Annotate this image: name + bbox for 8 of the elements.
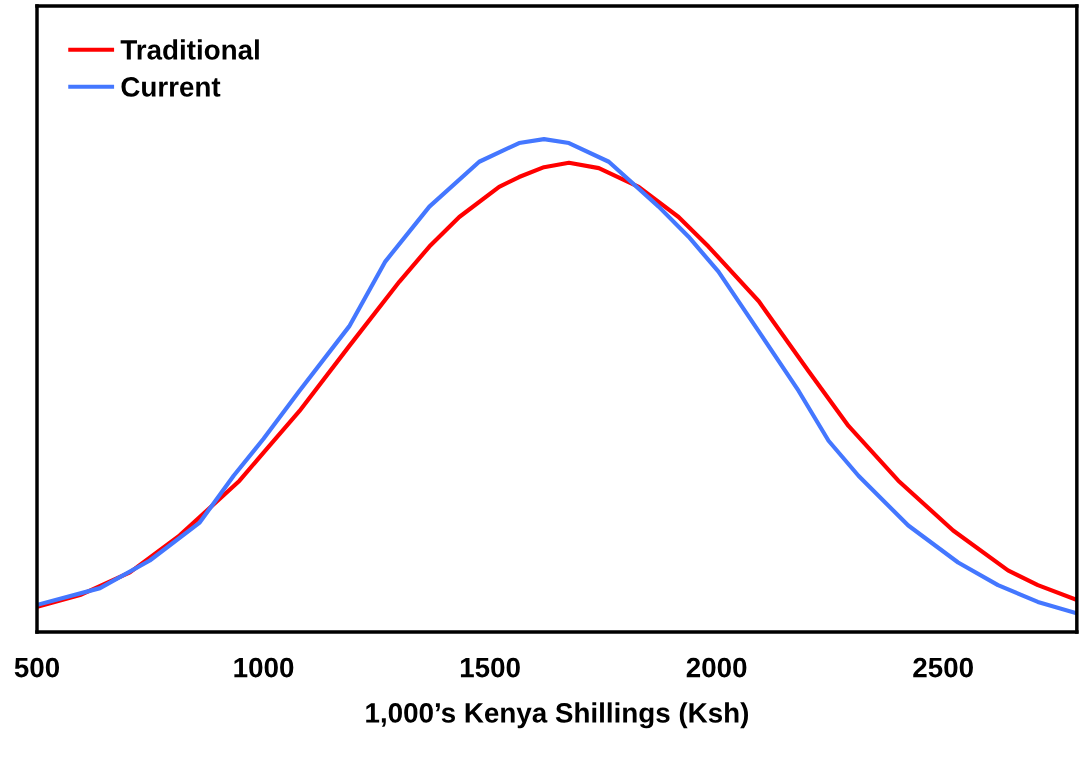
legend-label: Current: [121, 77, 221, 97]
x-tick-label: 1500: [460, 657, 520, 678]
x-axis-title: 1,000’s Kenya Shillings (Ksh): [366, 702, 748, 729]
legend-label: Traditional: [120, 39, 259, 60]
x-tick-label: 2000: [686, 657, 747, 678]
x-tick-label: 1000: [234, 657, 294, 678]
x-tick-label: 500: [14, 657, 60, 678]
x-tick-label: 2500: [913, 657, 973, 678]
